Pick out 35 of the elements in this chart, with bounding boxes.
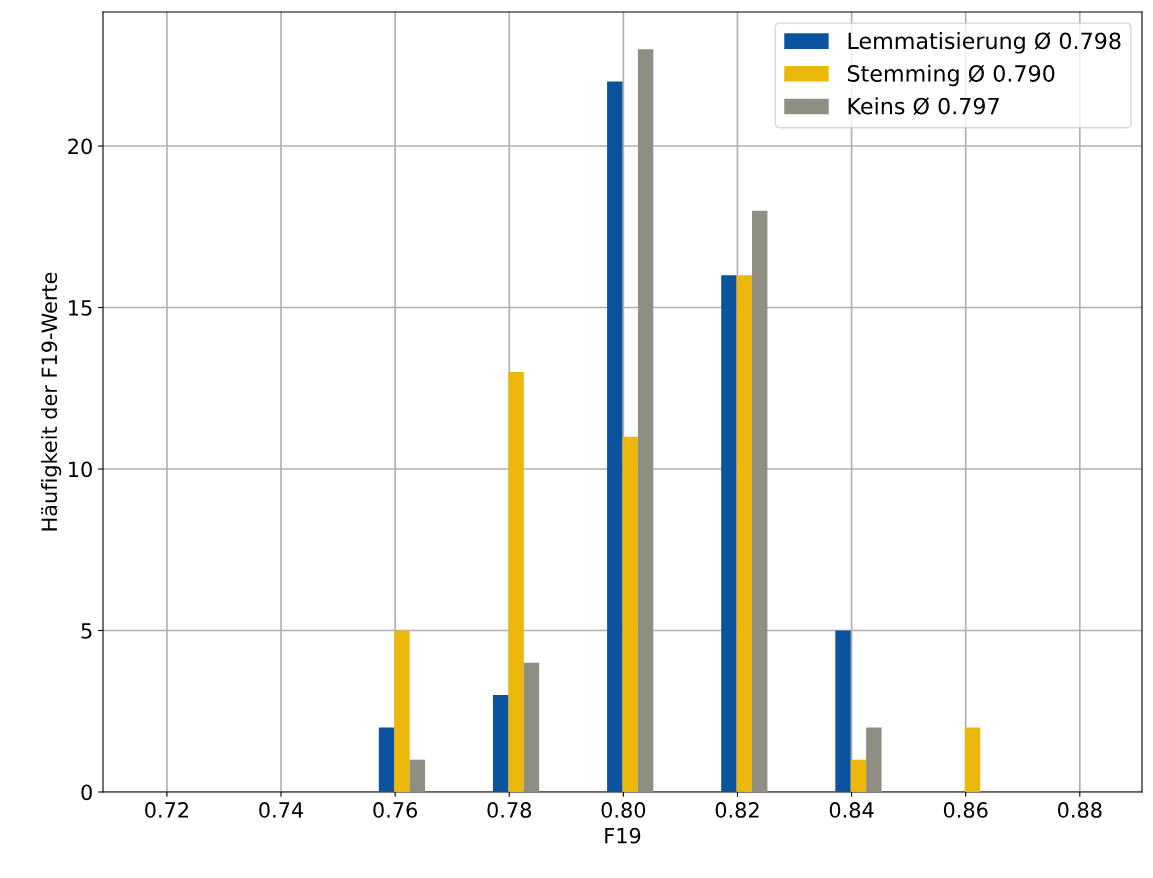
y-axis-title: Häufigkeit der F19-Werte [41,272,62,531]
bar [752,210,768,792]
x-tick-label: 0.78 [487,802,532,818]
x-tick-label: 0.82 [715,802,759,818]
bar [607,81,623,792]
bar [492,695,509,792]
x-tick-label: 0.88 [1057,802,1102,818]
bar [409,759,426,792]
y-tick-label: 0 [81,784,92,801]
bar [378,727,395,792]
bar [721,275,737,792]
x-tick-label: 0.74 [259,802,304,818]
bar [508,372,524,792]
x-tick-label: 0.76 [373,802,418,818]
bar [736,275,753,792]
x-tick-label: 0.72 [145,802,189,818]
bar [523,662,540,792]
x-tick-label: 0.84 [829,802,874,818]
legend-label: Stemming Ø 0.790 [847,64,1055,87]
bar [866,727,882,792]
bar [622,436,638,792]
y-tick-label: 20 [68,138,92,155]
x-tick-label: 0.86 [943,802,988,818]
legend-label: Keins Ø 0.797 [848,97,999,115]
bar [835,630,851,792]
y-tick-label: 10 [69,461,92,478]
bar [637,49,654,792]
bar [964,727,981,792]
y-tick-label: 15 [69,300,92,316]
x-axis-title: F19 [605,827,641,844]
x-tick-label: 0.80 [601,802,646,818]
bar [394,630,410,792]
bar [850,759,867,792]
legend-label: Lemmatisierung Ø 0.798 [848,32,1121,54]
y-tick-label: 5 [81,623,92,639]
